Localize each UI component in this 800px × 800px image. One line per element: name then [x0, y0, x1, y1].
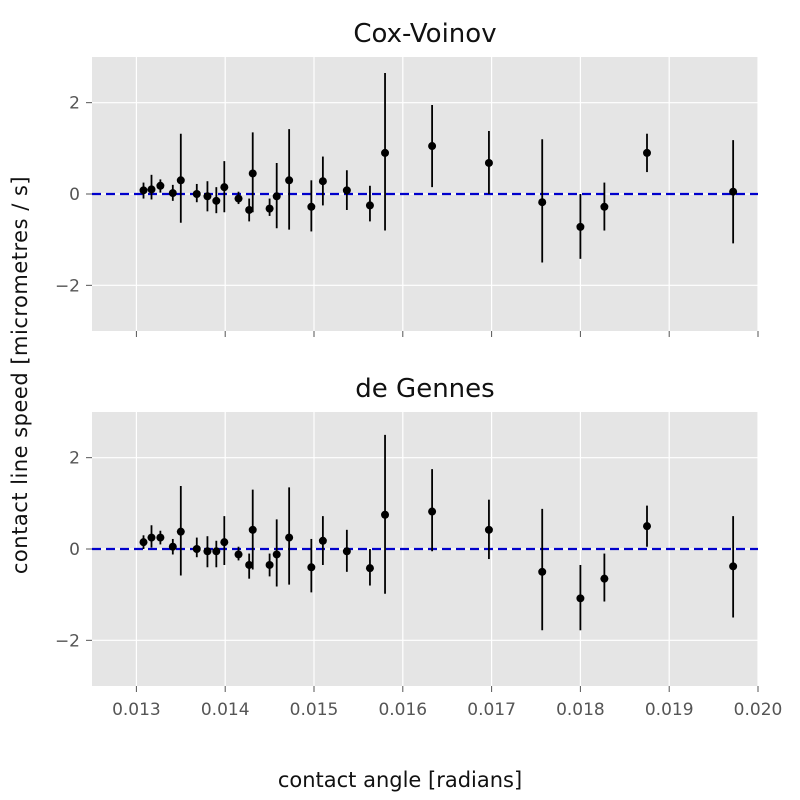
y-tick-label: 0 — [69, 185, 80, 205]
x-tick-label: 0.020 — [734, 700, 783, 720]
data-point — [484, 158, 493, 167]
data-point — [265, 204, 274, 213]
data-point — [285, 176, 294, 185]
data-point — [272, 192, 281, 201]
data-point — [643, 148, 651, 157]
y-tick-label: 2 — [69, 449, 80, 469]
data-point — [192, 545, 201, 553]
y-tick-label: 2 — [69, 94, 80, 114]
data-point — [576, 222, 585, 231]
data-point — [381, 510, 390, 519]
x-tick-label: 0.016 — [378, 700, 427, 720]
data-point — [176, 527, 185, 536]
data-point — [212, 547, 221, 556]
panel-title: Cox-Voinov — [353, 19, 496, 49]
data-point — [318, 177, 327, 186]
panel-2: 0.013 0.014 0.015 0.016 0.017 0.018 0.019 0.020… — [55, 374, 782, 720]
y-axis-label: contact line speed [micrometres / s] — [8, 176, 32, 574]
data-point — [285, 533, 294, 542]
x-axis-label: contact angle [radians] — [278, 768, 522, 792]
data-point — [139, 186, 148, 195]
data-point — [729, 187, 738, 196]
data-point — [538, 198, 547, 207]
data-point — [220, 538, 229, 547]
data-point — [156, 181, 165, 190]
data-point — [245, 560, 254, 569]
data-point — [147, 185, 156, 194]
y-tick-label: −2 — [55, 276, 80, 296]
data-point — [139, 538, 148, 547]
data-point — [168, 542, 177, 551]
panel-title: de Gennes — [355, 374, 494, 404]
data-point — [600, 202, 609, 211]
x-tick-label: 0.013 — [112, 700, 161, 720]
data-point — [212, 196, 221, 205]
data-point — [307, 202, 316, 211]
y-tick-label: −2 — [55, 631, 80, 651]
data-point — [265, 560, 274, 569]
data-point — [248, 169, 257, 178]
data-point — [248, 525, 257, 534]
data-point — [220, 183, 229, 192]
data-point — [576, 594, 585, 603]
data-point — [600, 574, 609, 583]
data-point — [318, 536, 327, 545]
data-point — [192, 190, 201, 198]
data-point — [484, 525, 493, 534]
x-tick-label: 0.015 — [290, 700, 339, 720]
data-point — [203, 192, 212, 201]
data-point — [307, 563, 316, 572]
x-tick-label: 0.017 — [467, 700, 516, 720]
x-tick-label: 0.014 — [201, 700, 250, 720]
data-point — [428, 507, 437, 516]
data-point — [729, 562, 738, 571]
data-point — [538, 567, 547, 576]
data-point — [156, 533, 165, 542]
panel-1: −2 0 2 Cox-Voinov — [55, 19, 759, 337]
data-point — [176, 176, 185, 185]
data-point — [365, 201, 374, 210]
data-point — [342, 186, 351, 195]
data-point — [203, 547, 212, 556]
data-point — [643, 522, 651, 531]
x-tick-label: 0.019 — [645, 700, 694, 720]
y-tick-label: 0 — [69, 540, 80, 560]
data-point — [365, 564, 374, 573]
data-point — [234, 194, 243, 203]
data-point — [381, 148, 390, 157]
data-point — [147, 533, 156, 542]
data-point — [272, 550, 281, 559]
data-point — [245, 205, 254, 214]
data-point — [168, 189, 177, 198]
data-point — [342, 547, 351, 556]
x-tick-label: 0.018 — [556, 700, 605, 720]
data-point — [234, 550, 243, 559]
data-point — [428, 142, 437, 151]
